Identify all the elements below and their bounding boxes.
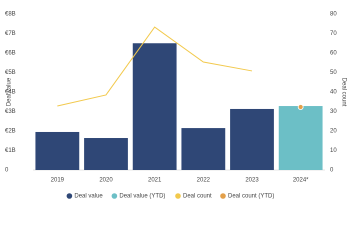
y2-tick-label: 10 — [330, 148, 337, 154]
y-tick-label: €2B — [5, 129, 16, 135]
y2-tick-label: 80 — [330, 12, 337, 18]
x-tick-label: 2022 — [197, 178, 211, 184]
legend-label: Deal value — [74, 194, 103, 200]
x-tick-label: 2024* — [293, 178, 309, 184]
legend-marker — [66, 193, 73, 199]
x-tick-label: 2021 — [148, 178, 162, 184]
bar — [35, 131, 80, 170]
bar — [181, 128, 226, 170]
y-axis-label: Deal value — [7, 77, 13, 106]
legend-marker — [175, 193, 181, 199]
y-tick-label: €7B — [5, 31, 16, 37]
bar — [230, 108, 274, 170]
y2-tick-label: 50 — [330, 70, 337, 76]
legend-label: Deal count — [183, 194, 212, 200]
y-tick-label: 0 — [5, 168, 9, 174]
chart: Deal value Deal count 0 €1B €2B €3B €4B €5B €6… — [5, 12, 346, 200]
y-tick-label: €8B — [5, 12, 16, 18]
y2-tick-label: 20 — [330, 129, 337, 135]
bar — [84, 138, 128, 170]
line — [57, 26, 253, 107]
y2-axis-label: Deal count — [340, 78, 346, 107]
y2-tick-label: 30 — [330, 109, 337, 115]
point — [297, 104, 304, 110]
y-tick-label: €1B — [5, 148, 16, 154]
x-tick-label: 2019 — [51, 178, 65, 184]
y-tick-label: €4B — [5, 90, 16, 96]
y-tick-label: €3B — [5, 109, 16, 115]
legend-marker — [111, 193, 118, 199]
bar — [132, 43, 177, 170]
y-tick-label: €6B — [5, 51, 16, 57]
y-tick-label: €5B — [5, 70, 16, 76]
legend-label: Deal count (YTD) — [228, 194, 274, 200]
y2-tick-label: 70 — [330, 31, 337, 37]
legend-label: Deal value (YTD) — [119, 194, 165, 200]
legend-marker — [220, 193, 226, 199]
y2-tick-label: 40 — [330, 90, 337, 96]
y2-tick-label: 0 — [330, 168, 334, 174]
x-tick-label: 2020 — [99, 178, 113, 184]
x-tick-label: 2023 — [245, 178, 259, 184]
y2-tick-label: 60 — [330, 51, 337, 57]
bar — [278, 106, 323, 170]
